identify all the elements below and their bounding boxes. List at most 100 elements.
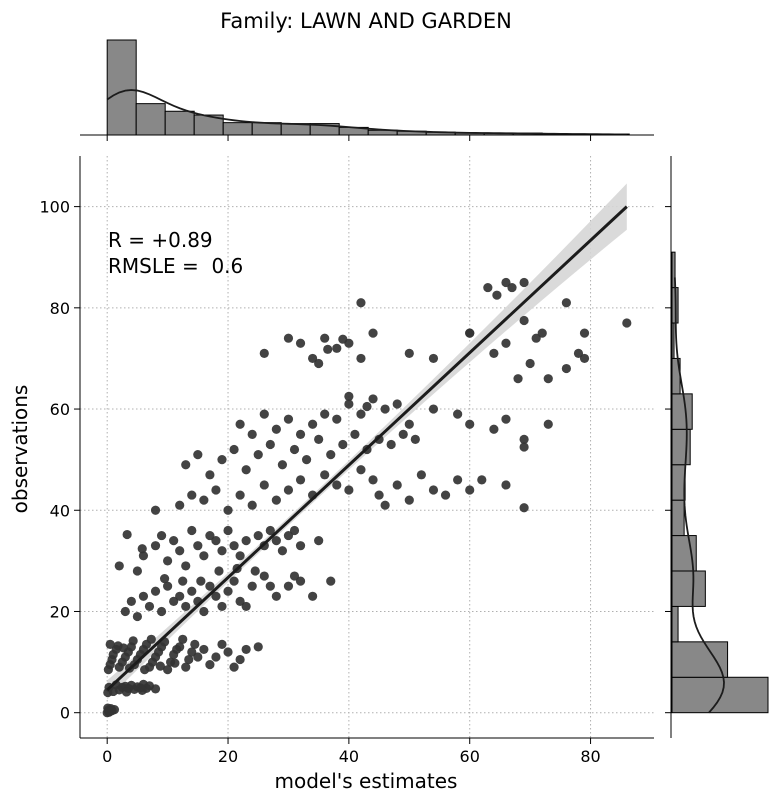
scatter-point — [320, 409, 330, 419]
scatter-point — [519, 315, 529, 326]
scatter-point — [531, 333, 541, 343]
scatter-point — [122, 529, 132, 540]
scatter-point — [247, 581, 257, 591]
y-axis-label: observations — [8, 385, 32, 514]
scatter-point — [155, 661, 165, 671]
scatter-point — [265, 439, 275, 450]
scatter-point — [199, 551, 209, 561]
scatter-point — [416, 470, 426, 480]
scatter-point — [118, 643, 129, 653]
scatter-point — [211, 536, 221, 546]
y-tick-label: 40 — [50, 501, 70, 520]
scatter-point — [205, 581, 215, 591]
scatter-point — [132, 566, 142, 576]
scatter-point — [175, 500, 185, 510]
scatter-point — [477, 475, 487, 485]
scatter-point — [561, 298, 571, 308]
scatter-point — [253, 642, 263, 652]
scatter-point — [301, 455, 312, 465]
scatter-point — [289, 571, 300, 581]
scatter-point — [283, 581, 294, 591]
scatter-point — [356, 298, 366, 308]
scatter-point — [453, 475, 463, 485]
scatter-point — [163, 665, 173, 675]
scatter-point — [374, 490, 384, 500]
scatter-point — [138, 551, 149, 561]
scatter-point — [169, 536, 179, 546]
scatter-point — [170, 658, 180, 668]
scatter-point — [277, 460, 288, 470]
scatter-point — [326, 449, 336, 460]
scatter-point — [150, 541, 161, 551]
scatter-point — [235, 654, 245, 665]
scatter-point — [163, 581, 173, 591]
scatter-point — [283, 530, 294, 541]
scatter-point — [295, 429, 306, 439]
scatter-point — [332, 343, 342, 353]
scatter-point — [217, 639, 227, 649]
scatter-point — [579, 353, 590, 364]
scatter-point — [289, 525, 300, 536]
y-tick-label: 20 — [50, 602, 70, 621]
scatter-point — [259, 480, 269, 490]
scatter-point — [295, 338, 306, 348]
scatter-point — [187, 490, 197, 500]
scatter-point — [368, 475, 378, 485]
scatter-point — [380, 500, 390, 510]
scatter-point — [205, 470, 215, 480]
scatter-point — [193, 652, 203, 662]
scatter-point — [338, 439, 348, 450]
scatter-point — [241, 465, 251, 475]
right-hist-bar — [671, 641, 729, 678]
x-axis-ticks: 0 20 40 60 80 — [102, 738, 601, 766]
scatter-point — [465, 419, 475, 429]
scatter-point — [465, 485, 475, 495]
scatter-point — [138, 591, 149, 601]
scatter-point — [132, 611, 142, 622]
scatter-point — [156, 530, 167, 541]
scatter-point — [362, 401, 372, 412]
scatter-point — [283, 333, 294, 343]
chart-title: Family: LAWN AND GARDEN — [220, 9, 512, 33]
scatter-point — [314, 536, 324, 546]
scatter-point — [247, 500, 257, 510]
top-hist-bar — [251, 122, 282, 136]
right-hist-bar — [671, 464, 686, 501]
scatter-point — [120, 606, 130, 617]
top-hist-bar — [106, 39, 137, 136]
scatter-point — [622, 318, 632, 328]
scatter-point — [193, 449, 203, 460]
scatter-point — [214, 566, 224, 576]
right-hist-bar — [671, 322, 675, 359]
scatter-point — [235, 596, 245, 606]
scatter-point — [440, 490, 451, 500]
scatter-point — [184, 654, 194, 665]
scatter-point — [229, 444, 239, 455]
y-tick-label: 60 — [50, 400, 70, 419]
scatter-point — [525, 358, 535, 369]
scatter-point — [513, 374, 523, 384]
x-tick-label: 80 — [580, 747, 600, 766]
right-histogram — [665, 206, 769, 714]
scatter-point — [150, 505, 161, 515]
scatter-point — [140, 665, 150, 675]
top-hist-bar — [135, 103, 166, 136]
scatter-point — [374, 434, 384, 445]
right-kde-curve — [673, 277, 725, 714]
scatter-point — [137, 544, 147, 554]
scatter-point — [519, 277, 529, 288]
scatter-point — [398, 429, 408, 439]
scatter-point — [314, 358, 324, 369]
scatter-point — [169, 596, 179, 606]
scatter-point — [250, 566, 260, 576]
scatter-point — [537, 328, 547, 338]
scatter-point — [344, 399, 354, 409]
scatter-point — [199, 606, 209, 617]
scatter-point — [308, 419, 318, 429]
scatter-point — [178, 576, 188, 586]
scatter-point — [156, 606, 167, 617]
scatter-point — [193, 541, 203, 551]
annotation-r: R = +0.89 — [108, 228, 213, 252]
scatter-point — [428, 485, 439, 495]
scatter-point — [107, 706, 117, 716]
